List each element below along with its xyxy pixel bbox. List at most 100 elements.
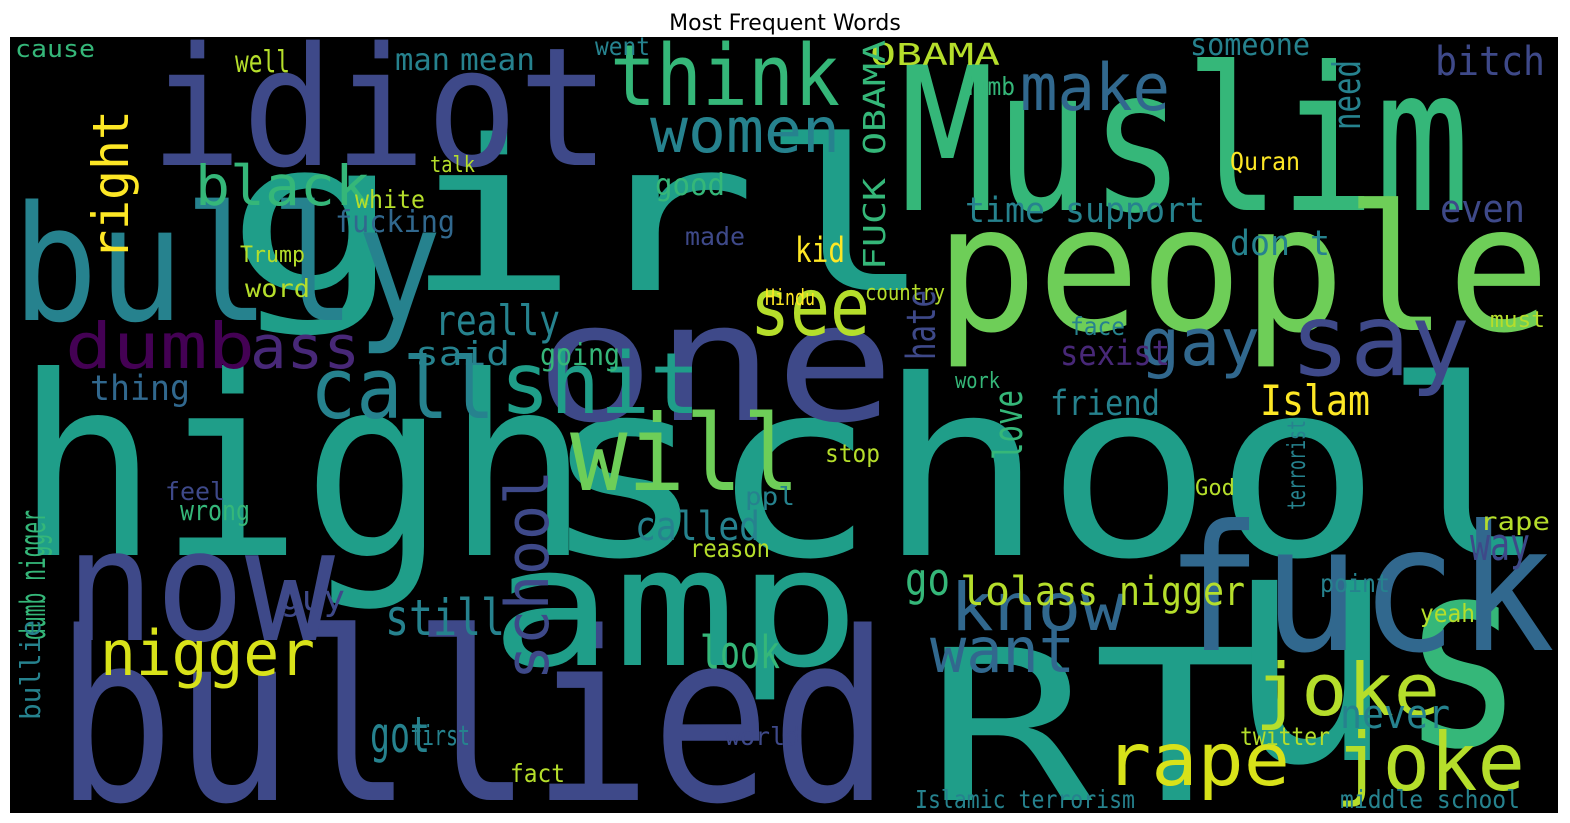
word: rape [1105,718,1290,803]
word: people [935,169,1550,372]
word: s [1400,505,1525,807]
word: thing [90,369,190,409]
word: one [535,267,895,459]
word: talk [430,153,475,178]
word: go [905,553,950,606]
chart-title: Most Frequent Words [669,11,901,36]
word: face [1070,312,1125,341]
word: terrorist [1282,420,1311,510]
word: white [355,185,425,214]
word: Islamic terrorism [915,785,1135,814]
word: fucking [335,205,455,240]
word: make [1020,51,1170,126]
word: word [245,274,310,303]
word: guy [280,579,345,619]
word: time support [965,191,1205,231]
word: man [395,43,450,78]
word: see [750,261,870,354]
cloud-background [10,37,1558,813]
word: Hindu [765,286,815,311]
word: first [410,719,470,752]
word: need [1325,60,1369,130]
word: made [685,222,745,251]
word: now [65,496,336,677]
word: twitter [1240,722,1330,751]
word: went [595,32,650,61]
word: world [725,722,800,751]
word: high [15,323,590,614]
word: stop [825,439,880,468]
word: dumb [960,72,1015,101]
word: shit [500,335,700,434]
word: Islam [1260,376,1370,425]
word: going [540,338,620,373]
word: friend [1050,384,1160,424]
word: joke [1335,716,1525,809]
word: Trump [240,243,305,268]
word: idiot [150,12,610,204]
word: girl [225,95,935,340]
word: OBAMA [870,38,1000,73]
word: bullie [14,620,47,720]
word: bully [12,171,442,358]
word: really [435,296,560,345]
word: good [655,168,725,203]
word: feel [165,477,225,506]
word: must [1490,308,1545,333]
word: lol [960,569,1035,615]
word: way [1470,518,1530,571]
word: point [1320,569,1390,598]
word: look [700,626,780,679]
word: say [1290,282,1470,399]
word: Quran [1230,147,1300,176]
word: country [865,281,945,306]
word: someone [1190,28,1310,63]
word: yeah [1420,599,1475,628]
word: said [415,334,510,373]
word: black [195,154,370,218]
word: never [1340,692,1450,738]
word: want [930,614,1075,687]
word: know [950,569,1125,646]
word: God [1195,476,1235,501]
word: school [540,328,1550,613]
word: wrong [180,494,250,527]
word: fuck [1165,489,1555,692]
word: mean [460,43,535,78]
word: middle school [1340,785,1520,814]
word: hate [899,290,945,360]
word: FUCK OBAMA [858,40,893,270]
word: called [635,504,760,550]
word: even [1440,187,1525,231]
word: kid [795,231,845,271]
word: fact [510,759,565,788]
word: well [235,45,290,80]
word: think [610,27,840,126]
word: cause [15,35,95,63]
word: right [82,110,140,260]
word: still [385,589,505,647]
word: u [1225,454,1395,823]
word: bullied [55,583,890,823]
word: gay [1140,306,1260,381]
word: joke [1255,648,1440,732]
word: reason [690,534,770,563]
word: Muslim [900,25,1470,258]
word: dumb [65,310,255,383]
word: work [955,369,1000,394]
word: ass nigger [1035,569,1245,615]
word: nigger [100,617,315,690]
word: will [570,393,800,515]
word: ass [250,313,360,383]
word: got [370,706,430,764]
word: love [986,390,1032,460]
word: ppl [745,482,795,511]
word: RT [925,605,1260,823]
word: dumb nigger [14,510,54,640]
word: bitch [1435,39,1545,85]
word: call [310,340,495,439]
word: school [493,470,563,680]
word: amp [490,512,860,704]
